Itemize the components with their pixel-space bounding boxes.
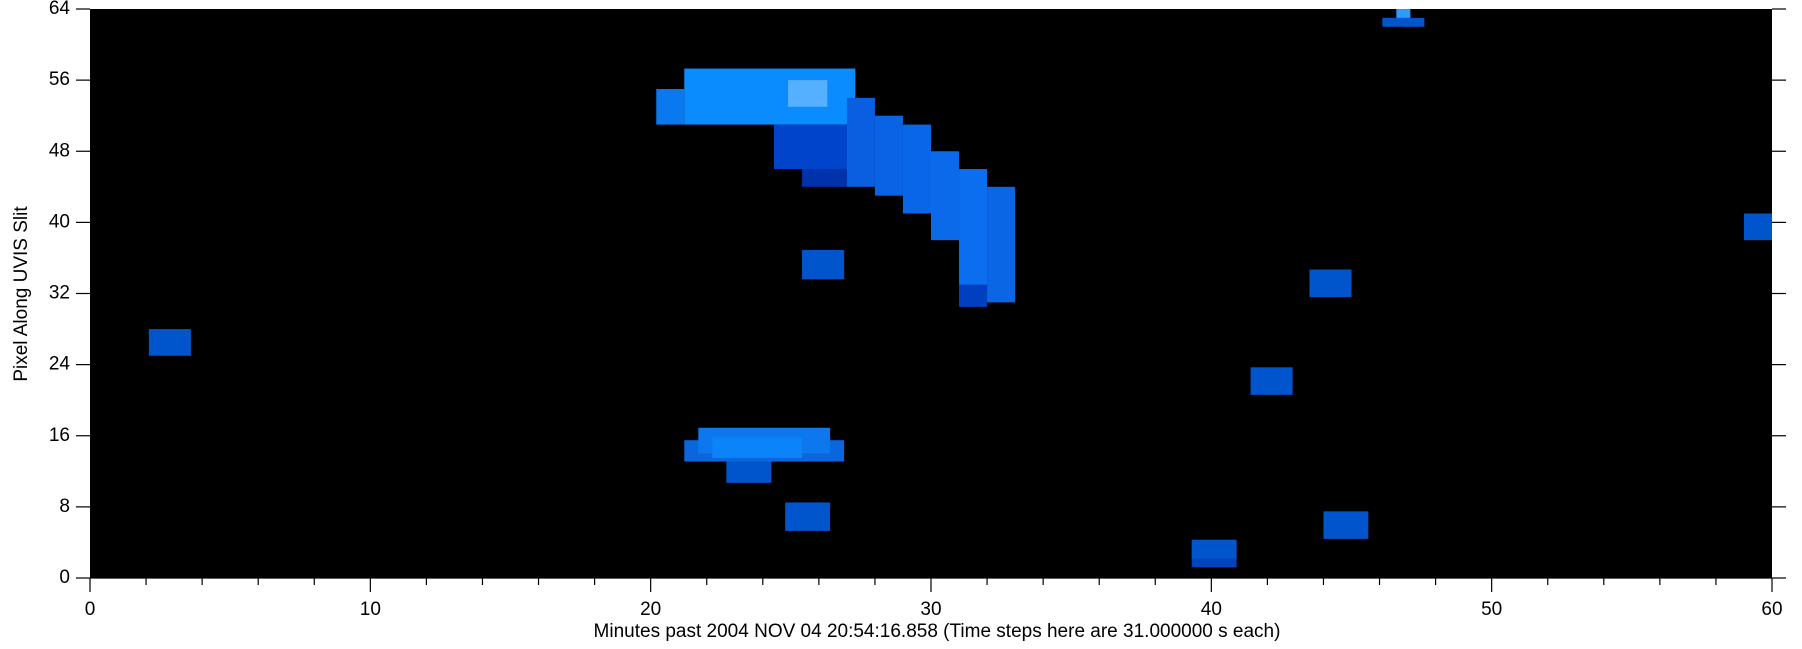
y-tick-label: 24 [49,354,71,375]
pixel-block [1323,511,1369,539]
pixel-block [959,169,988,294]
pixel-block [1250,367,1293,395]
x-tick-label: 30 [920,599,941,620]
y-tick-label: 32 [49,283,70,304]
pixel-block [987,186,1016,303]
pixel-block [802,169,847,187]
pixel-block [788,80,828,107]
y-tick-label: 40 [49,211,70,232]
y-axis-label: Pixel Along UVIS Slit [11,206,32,382]
pixel-block [684,68,856,125]
plot-background [90,9,1772,578]
x-tick-label: 60 [1761,599,1782,620]
pixel-block [931,151,960,241]
pixel-block [1191,539,1237,559]
pixel-block [774,124,856,170]
pixel-block [1743,213,1772,241]
pixel-block [959,284,988,307]
x-tick-label: 20 [640,599,661,620]
pixel-block [148,329,191,356]
pixel-block [1382,17,1425,27]
x-tick-label: 50 [1481,599,1502,620]
y-tick-label: 56 [49,69,70,90]
pixel-block [785,502,831,531]
x-tick-label: 0 [85,599,96,620]
pixel-block [656,89,685,125]
y-tick-label: 64 [49,0,71,19]
y-tick-label: 16 [49,425,70,446]
pixel-block [802,249,845,280]
y-tick-label: 48 [49,140,70,161]
pixel-block [712,437,803,458]
x-tick-label: 10 [360,599,381,620]
pixel-block [874,115,903,196]
pixel-block [846,97,875,187]
y-tick-label: 8 [59,496,70,517]
pixel-block [1309,269,1352,298]
pixel-block [1396,9,1411,18]
pixel-block [902,124,931,214]
x-tick-label: 40 [1201,599,1222,620]
y-tick-label: 0 [59,567,70,588]
x-axis-label: Minutes past 2004 NOV 04 20:54:16.858 (T… [594,621,1281,642]
